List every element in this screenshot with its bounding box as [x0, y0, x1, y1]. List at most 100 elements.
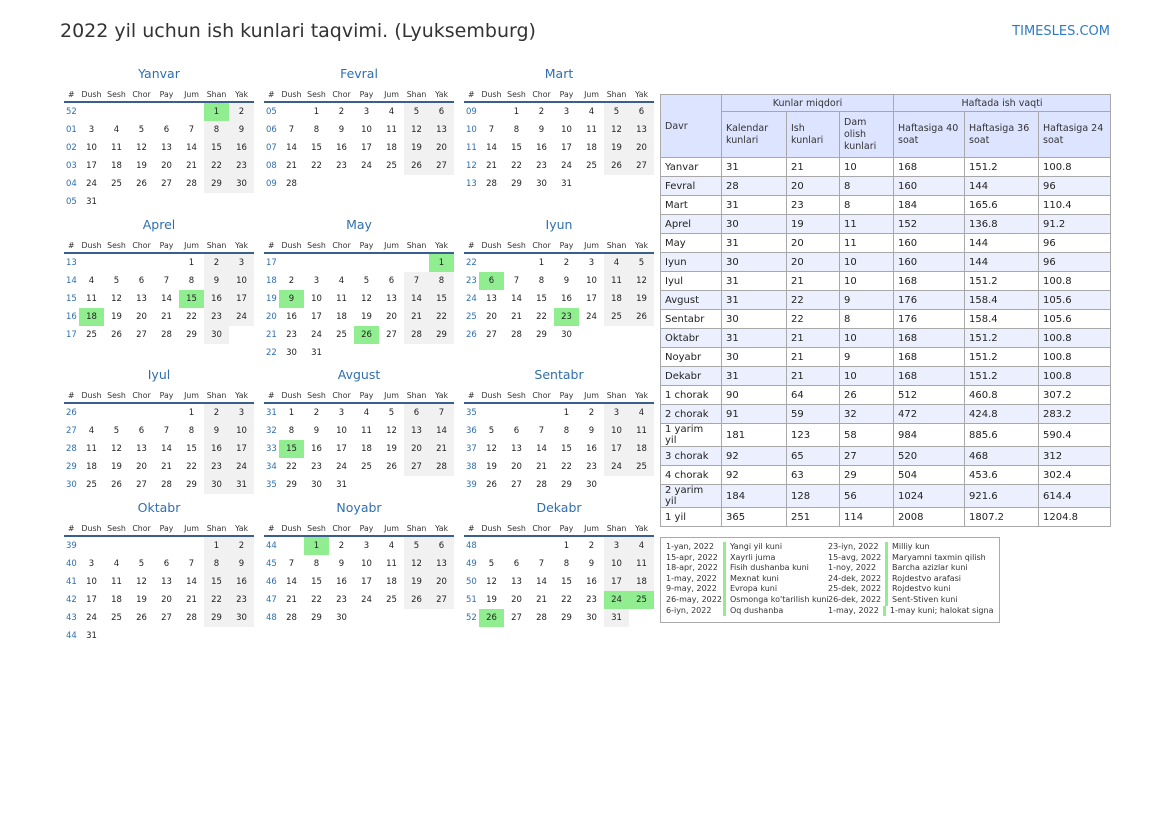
stat-value: 56: [838, 484, 895, 508]
stat-value: 100.8: [1038, 157, 1112, 177]
day-cell: 28: [286, 613, 297, 623]
day-cell: 28: [536, 480, 547, 490]
day-cell: 11: [629, 422, 654, 440]
week-number: 06: [266, 125, 277, 135]
stat-value: 151.2: [964, 157, 1040, 177]
day-cell: 25: [336, 330, 347, 340]
day-cell: 28: [536, 613, 547, 623]
day-cell: [379, 344, 404, 362]
stats-row: 1 yarim yil 181 123 58 984 885.6 590.4: [660, 423, 1112, 447]
week-row: 09 28: [264, 175, 454, 193]
weekday-header: Sesh: [504, 521, 529, 537]
stat-value: 30: [721, 214, 787, 234]
day-cell: 22: [429, 308, 454, 326]
day-cell: 29: [286, 480, 297, 490]
day-cell: 5: [363, 276, 370, 286]
day-cell: 23: [586, 595, 597, 605]
day-cell: 10: [361, 559, 372, 569]
day-cell: 6: [163, 125, 170, 135]
day-cell: 29: [511, 179, 522, 189]
day-cell: 16: [311, 444, 322, 454]
day-cell: 20: [629, 139, 654, 157]
week-number: 11: [466, 143, 477, 153]
day-cell: [79, 536, 104, 555]
stat-value: 460.8: [964, 385, 1040, 405]
holiday-entry: 9-may, 2022 Evropa kuni: [666, 584, 832, 595]
weekday-header: Dush: [479, 388, 504, 404]
week-number: 30: [66, 480, 77, 490]
stat-value: 151.2: [964, 366, 1040, 386]
holiday-entry: 26-may, 2022 Osmonga ko'tarilish kuni: [666, 594, 832, 606]
day-cell: 30: [586, 480, 597, 490]
weekday-header: Chor: [129, 87, 154, 103]
week-row: 44 1 2 3 4 5 6: [264, 536, 454, 555]
day-cell: 28: [429, 458, 454, 476]
day-cell: 4: [113, 559, 120, 569]
week-row: 05 1 2 3 4 5 6: [264, 102, 454, 121]
week-number: 50: [466, 577, 477, 587]
day-cell: 8: [429, 272, 454, 290]
site-link[interactable]: TIMESLES.COM: [1012, 24, 1110, 39]
holiday-name: Yangi yil kuni: [723, 542, 782, 553]
week-number-header: #: [264, 87, 279, 103]
day-cell: 27: [386, 330, 397, 340]
day-cell: 21: [536, 462, 547, 472]
month-grid: # Dush Sesh Chor Pay Jum Shan Yak 31 1 2 3 4 5 6 7 32 8 9 1…: [264, 388, 454, 494]
day-cell: 23: [586, 462, 597, 472]
day-cell: [604, 175, 629, 193]
day-cell: 17: [336, 444, 347, 454]
day-cell: [329, 344, 354, 362]
day-cell: 16: [204, 440, 229, 458]
stat-value: 28: [721, 176, 787, 196]
day-cell: 26: [111, 330, 122, 340]
day-cell: 7: [163, 276, 170, 286]
weekday-header: Chor: [329, 238, 354, 254]
month-calendar: Aprel # Dush Sesh Chor Pay Jum Shan Yak 13 1 2 3 14 4 5…: [64, 215, 254, 344]
day-cell: 30: [536, 179, 547, 189]
day-cell: 3: [88, 125, 95, 135]
day-cell: 8: [188, 426, 195, 436]
holiday-entry: 6-iyn, 2022 Oq dushanba: [666, 605, 832, 617]
period-label: Iyun: [660, 252, 722, 272]
stats-row: Oktabr 31 21 10 168 151.2 100.8: [660, 328, 1112, 348]
week-number: 07: [266, 143, 277, 153]
week-number: 44: [266, 541, 277, 551]
day-cell: 12: [111, 444, 122, 454]
holiday-date: 24-dek, 2022: [828, 573, 882, 583]
day-cell: 23: [204, 458, 229, 476]
day-cell: 28: [486, 179, 497, 189]
stat-value: 151.2: [964, 347, 1040, 367]
stat-value: 58: [838, 423, 895, 447]
day-cell: 31: [561, 179, 572, 189]
day-cell: 13: [429, 555, 454, 573]
day-cell: 4: [113, 125, 120, 135]
holiday-date: 1-yan, 2022: [666, 542, 714, 551]
day-cell: 12: [486, 577, 497, 587]
day-cell: 19: [486, 462, 497, 472]
week-number: 20: [266, 312, 277, 322]
day-cell: [179, 102, 204, 121]
day-cell: 12: [386, 426, 397, 436]
day-cell: 9: [204, 422, 229, 440]
week-row: 09 1 2 3 4 5 6: [464, 102, 654, 121]
day-cell: 12: [136, 577, 147, 587]
weekday-header: Dush: [279, 238, 304, 254]
week-number: 21: [266, 330, 277, 340]
day-cell: 5: [488, 559, 495, 569]
day-cell: 13: [511, 444, 522, 454]
day-cell: 29: [204, 175, 229, 193]
col-header: Dam olish kunlari: [838, 111, 895, 158]
stats-row: Mart 31 23 8 184 165.6 110.4: [660, 195, 1112, 215]
day-cell: 12: [404, 121, 429, 139]
stat-value: 8: [838, 195, 895, 215]
day-cell: 13: [404, 422, 429, 440]
month-name: Fevral: [340, 66, 378, 81]
month-calendar: Avgust # Dush Sesh Chor Pay Jum Shan Yak 31 1 2 3 4 5 6…: [264, 365, 454, 494]
holiday-column: 1-yan, 2022 Yangi yil kuni 15-apr, 2022 Xay…: [666, 542, 832, 617]
day-cell: 19: [386, 444, 397, 454]
day-cell: 21: [186, 161, 197, 171]
month-name: Sentabr: [534, 367, 584, 382]
day-cell: 14: [486, 143, 497, 153]
week-row: 38 19 20 21 22 23 24 25: [464, 458, 654, 476]
day-cell: 23: [554, 308, 579, 326]
